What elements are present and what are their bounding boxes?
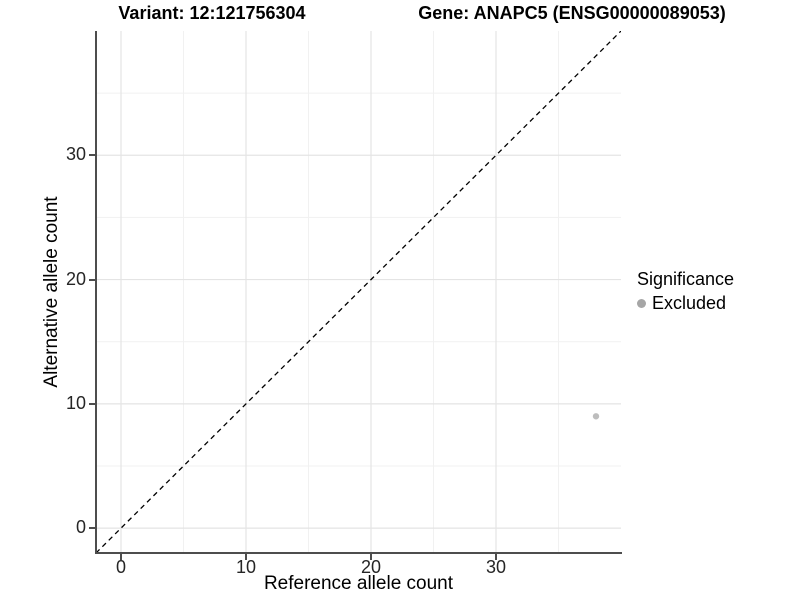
x-axis-title: Reference allele count bbox=[263, 573, 454, 594]
legend-item: Excluded bbox=[637, 293, 734, 314]
x-axis-line bbox=[95, 552, 622, 554]
x-tick-label: 0 bbox=[115, 557, 126, 577]
y-tick-label: 10 bbox=[65, 392, 86, 413]
variant-title: Variant: 12:121756304 bbox=[118, 3, 306, 23]
y-tick-mark bbox=[89, 154, 95, 157]
legend: Significance Excluded bbox=[637, 269, 734, 314]
legend-item-label: Excluded bbox=[652, 293, 727, 313]
x-tick-label: 20 bbox=[360, 557, 382, 577]
x-tick-mark bbox=[245, 554, 247, 560]
legend-items: Excluded bbox=[637, 293, 734, 314]
y-tick-label: 0 bbox=[75, 517, 86, 538]
y-tick-label: 20 bbox=[65, 268, 86, 289]
scatter-plot-canvas bbox=[95, 30, 622, 554]
x-tick-mark bbox=[370, 554, 372, 560]
plot-panel bbox=[95, 30, 622, 554]
x-tick-mark bbox=[495, 554, 497, 560]
y-tick-mark bbox=[89, 402, 95, 405]
gene-title: Gene: ANAPC5 (ENSG00000089053) bbox=[418, 3, 726, 23]
x-tick-label: 30 bbox=[485, 557, 507, 577]
y-tick-label: 30 bbox=[65, 144, 86, 165]
y-tick-mark bbox=[89, 278, 95, 281]
x-tick-mark bbox=[120, 554, 122, 560]
y-axis-line bbox=[95, 31, 97, 554]
y-tick-mark bbox=[89, 527, 95, 530]
x-tick-label: 10 bbox=[235, 557, 257, 577]
y-axis-title: Alternative allele count bbox=[41, 196, 62, 388]
data-point bbox=[592, 413, 600, 420]
identity-line bbox=[95, 30, 622, 554]
legend-key-dot-icon bbox=[637, 299, 646, 308]
legend-title: Significance bbox=[637, 269, 735, 289]
